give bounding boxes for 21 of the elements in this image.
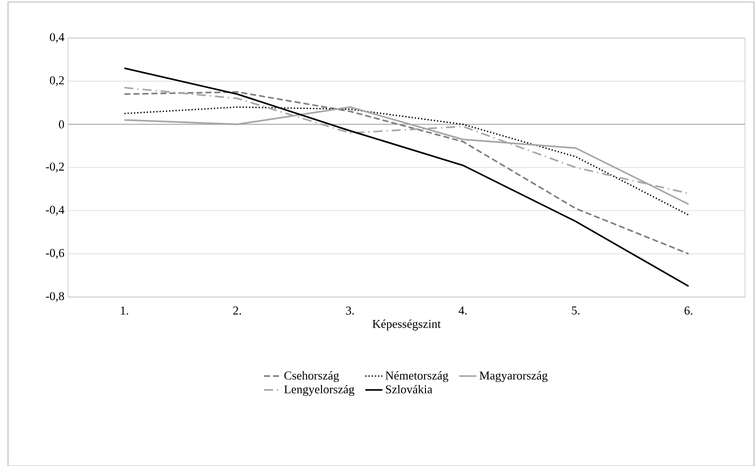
x-axis-title: Képességszint <box>372 320 441 330</box>
y-tick-label: -0,8 <box>46 292 64 302</box>
y-tick-label: -0,6 <box>46 248 64 259</box>
legend-label: Csehország <box>284 371 339 382</box>
y-tick-label: 0,2 <box>50 76 64 86</box>
y-tick-label: -0,2 <box>46 162 64 172</box>
y-tick-label: 0,4 <box>50 33 64 43</box>
legend-label: Németország <box>386 371 448 382</box>
legend-label: Lengyelország <box>284 384 354 396</box>
y-tick-label: -0,4 <box>46 206 64 216</box>
y-tick-label: 0 <box>58 120 64 128</box>
x-tick-label: 3. <box>346 306 354 315</box>
x-tick-label: 1. <box>120 306 128 315</box>
x-tick-label: 6. <box>684 306 692 315</box>
legend-label: Magyarország <box>480 371 548 382</box>
line-series <box>124 67 690 288</box>
x-tick-label: 2. <box>233 306 241 315</box>
legend-label: Szlovákia <box>386 384 432 394</box>
x-tick-label: 5. <box>572 306 580 315</box>
x-tick-label: 4. <box>458 306 467 315</box>
line-series <box>124 91 690 255</box>
